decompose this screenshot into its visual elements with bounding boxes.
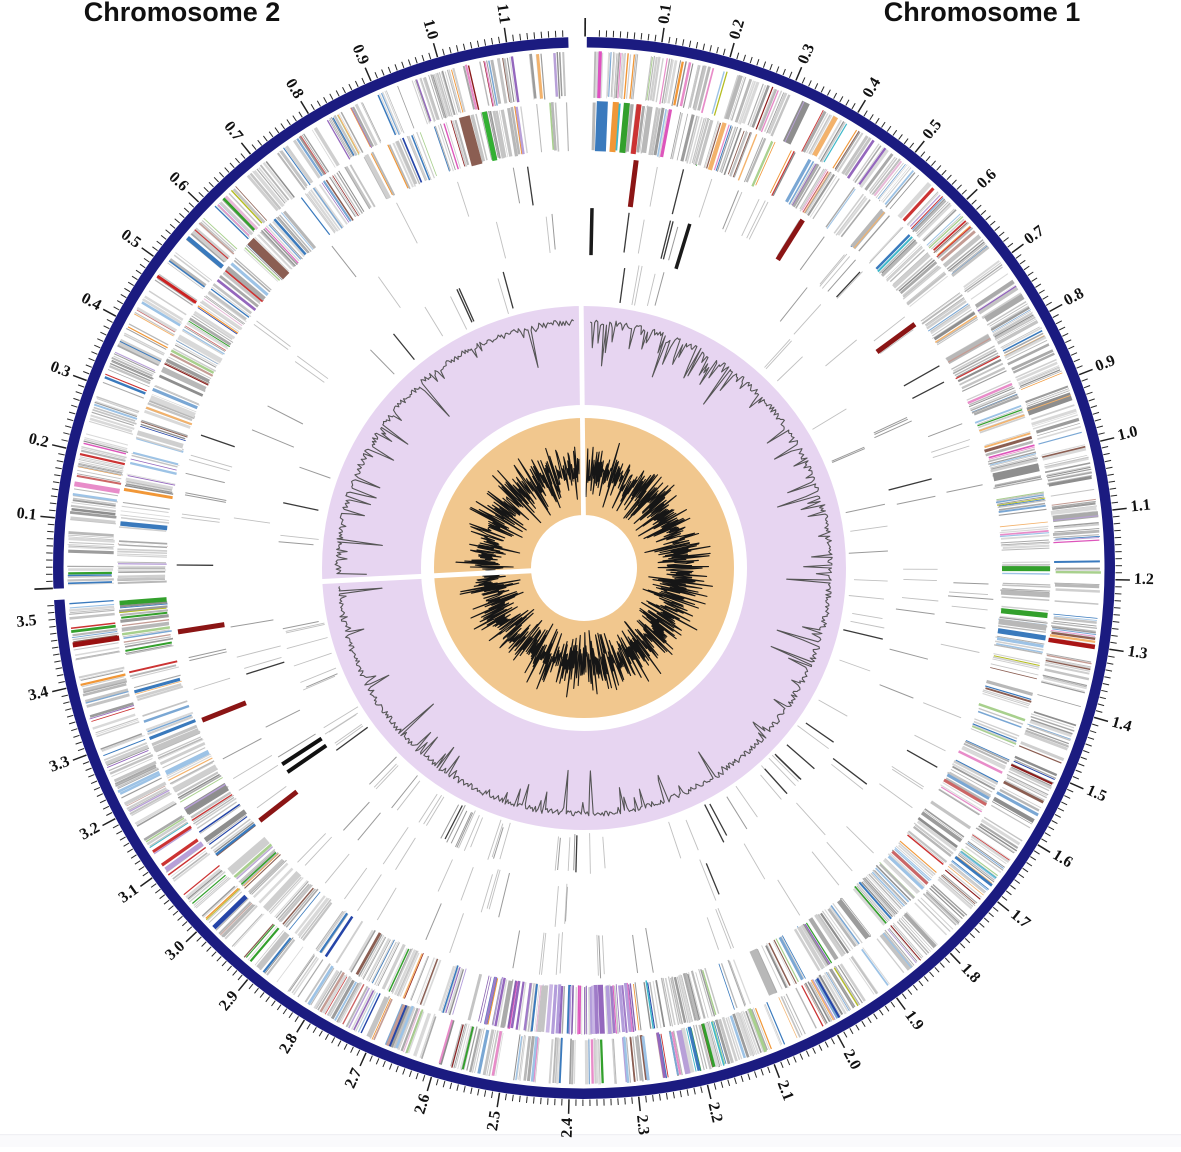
svg-text:0.1: 0.1 — [16, 505, 38, 524]
svg-text:Chromosome 1: Chromosome 1 — [884, 0, 1081, 27]
svg-text:1.2: 1.2 — [1134, 571, 1154, 588]
svg-text:2.5: 2.5 — [484, 1110, 504, 1132]
svg-text:1.1: 1.1 — [493, 3, 513, 25]
svg-text:1.1: 1.1 — [1130, 496, 1152, 515]
svg-text:0.1: 0.1 — [655, 3, 675, 25]
svg-text:1.3: 1.3 — [1126, 643, 1148, 663]
svg-text:3.5: 3.5 — [16, 612, 38, 631]
svg-text:2.4: 2.4 — [559, 1118, 577, 1138]
svg-text:2.3: 2.3 — [633, 1114, 652, 1136]
svg-text:Chromosome 2: Chromosome 2 — [84, 0, 281, 27]
